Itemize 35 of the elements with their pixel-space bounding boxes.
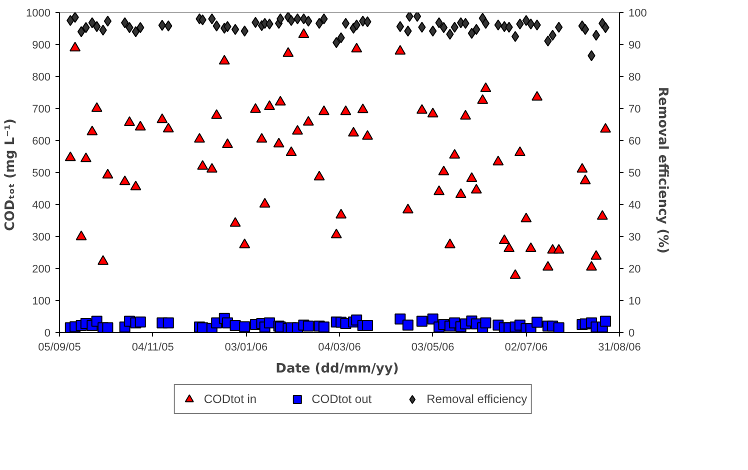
y-tick-label: 200 (32, 264, 51, 276)
x-tick-label: 04/11/05 (132, 342, 174, 354)
y2-tick-label: 40 (628, 200, 641, 212)
x-tick-label: 04/03/06 (318, 342, 361, 354)
x-tick-label: 31/08/06 (598, 342, 641, 354)
y-tick-label: 300 (32, 232, 51, 244)
x-tick-label: 02/07/06 (504, 342, 548, 354)
y2-tick-label: 10 (628, 296, 641, 308)
y-tick-label: 700 (32, 104, 51, 116)
y-tick-label: 1000 (26, 8, 51, 20)
x-tick-label: 05/09/05 (38, 342, 81, 354)
y2-tick-label: 0 (628, 328, 635, 340)
y2-tick-label: 100 (628, 8, 647, 20)
y2-tick-label: 80 (628, 72, 641, 84)
y-axis-title: CODₜₒₜ (mg L⁻¹) (3, 118, 18, 231)
y-tick-label: 800 (32, 72, 51, 84)
y-tick-label: 500 (32, 168, 51, 180)
y2-axis-title: Removal efficiency (%) (654, 86, 670, 254)
y2-tick-label: 90 (628, 40, 641, 52)
y2-tick-label: 70 (628, 104, 641, 116)
y2-tick-label: 50 (628, 168, 641, 180)
y-tick-label: 600 (32, 136, 51, 148)
x-tick-label: 03/05/06 (411, 342, 454, 354)
y-tick-label: 0 (44, 328, 51, 340)
y2-tick-label: 30 (628, 232, 641, 244)
x-axis-title: Date (dd/mm/yy) (276, 362, 399, 376)
legend-label: Removal efficiency (426, 392, 528, 406)
y2-tick-label: 60 (628, 136, 641, 148)
x-tick-label: 03/01/06 (224, 342, 268, 354)
legend-label: CODtot out (312, 392, 372, 406)
y-tick-label: 400 (32, 200, 51, 212)
y-tick-label: 900 (32, 40, 51, 52)
y-tick-label: 100 (32, 296, 51, 308)
y2-tick-label: 20 (628, 264, 641, 276)
legend-label: CODtot in (204, 392, 257, 406)
